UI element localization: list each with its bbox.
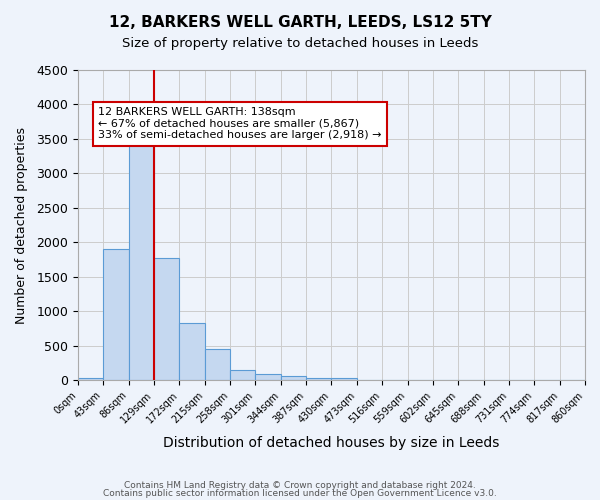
X-axis label: Distribution of detached houses by size in Leeds: Distribution of detached houses by size … (163, 436, 500, 450)
Y-axis label: Number of detached properties: Number of detached properties (15, 126, 28, 324)
Text: 12 BARKERS WELL GARTH: 138sqm
← 67% of detached houses are smaller (5,867)
33% o: 12 BARKERS WELL GARTH: 138sqm ← 67% of d… (98, 107, 382, 140)
Text: Contains public sector information licensed under the Open Government Licence v3: Contains public sector information licen… (103, 488, 497, 498)
Bar (103, 250, 128, 380)
Bar (128, 139, 154, 380)
Bar (205, 349, 230, 380)
Text: Size of property relative to detached houses in Leeds: Size of property relative to detached ho… (122, 38, 478, 51)
Bar (256, 374, 281, 380)
Text: Contains HM Land Registry data © Crown copyright and database right 2024.: Contains HM Land Registry data © Crown c… (124, 481, 476, 490)
Bar (281, 376, 306, 380)
Bar (306, 378, 331, 380)
Bar (179, 323, 205, 380)
Bar (331, 378, 357, 380)
Bar (154, 258, 179, 380)
Bar (78, 378, 103, 380)
Bar (230, 370, 256, 380)
Text: 12, BARKERS WELL GARTH, LEEDS, LS12 5TY: 12, BARKERS WELL GARTH, LEEDS, LS12 5TY (109, 15, 491, 30)
